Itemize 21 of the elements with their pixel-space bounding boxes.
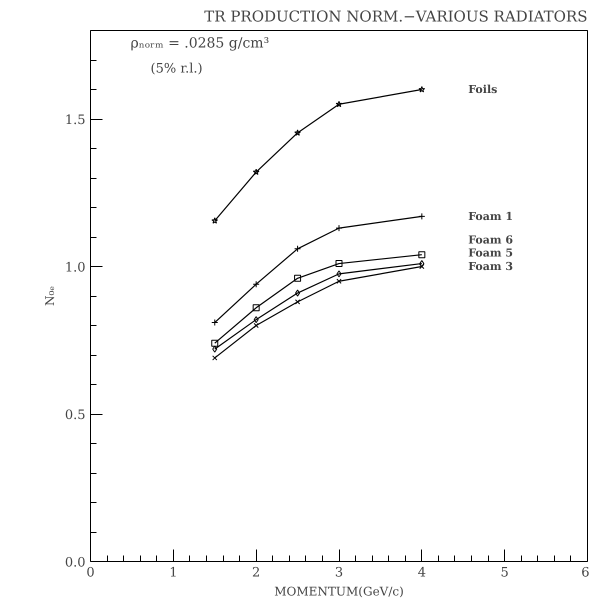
x-tick-label: 4 [418, 566, 426, 580]
text: Foam 3 [468, 260, 514, 273]
x-tick-label: 1 [169, 566, 178, 580]
text: Foam 5 [468, 246, 514, 260]
x-tick-label: 0 [86, 566, 95, 580]
text: Foam 1 [468, 210, 514, 223]
x-tick-label: 6 [581, 566, 589, 580]
chart-title: TR PRODUCTION NORM.−VARIOUS RADIATORS [204, 8, 588, 26]
x-tick-label: 2 [252, 566, 260, 580]
x-axis-title: MOMENTUM(GeV/c) [274, 584, 404, 598]
y-tick-label: 1.0 [64, 260, 86, 276]
x-tick-label: 3 [334, 566, 344, 580]
annotation: (5% r.l.) [150, 62, 203, 76]
annotation: ρₙₒᵣₘ = .0285 g/cm³ [130, 36, 270, 52]
y-tick-label: 1.5 [64, 113, 86, 128]
text: Foils [468, 83, 498, 96]
y-tick-label: 0.0 [64, 556, 86, 570]
y-tick-label: 0.5 [64, 408, 86, 423]
y-axis-title: N₀ₑ [42, 286, 57, 306]
x-tick-label: 5 [500, 566, 509, 580]
text: Foam 6 [468, 233, 514, 246]
